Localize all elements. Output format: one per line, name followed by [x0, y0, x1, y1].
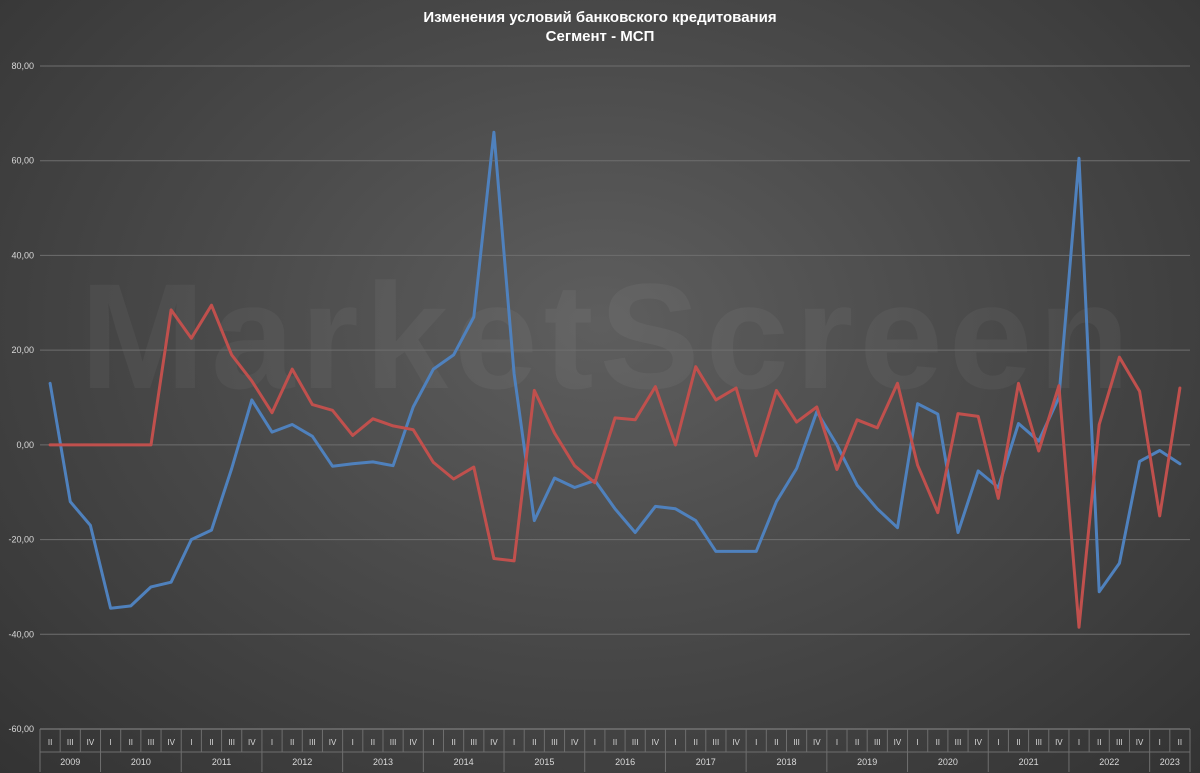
x-tick-label: II — [774, 738, 778, 747]
x-tick-label: IV — [167, 738, 175, 747]
x-tick-label: III — [228, 738, 235, 747]
chart-subtitle: Сегмент - МСП — [545, 28, 655, 45]
y-tick-label: -40,00 — [8, 629, 34, 639]
x-year-label: 2017 — [696, 757, 716, 767]
x-tick-label: II — [693, 738, 697, 747]
x-year-label: 2010 — [131, 757, 151, 767]
x-tick-label: II — [855, 738, 859, 747]
x-tick-label: II — [129, 738, 133, 747]
x-tick-label: III — [148, 738, 155, 747]
x-tick-label: I — [836, 738, 838, 747]
x-year-label: 2014 — [454, 757, 474, 767]
watermark: MarketScreen — [80, 250, 1136, 423]
y-tick-label: 80,00 — [11, 61, 34, 71]
x-tick-label: II — [1178, 738, 1182, 747]
x-tick-label: I — [432, 738, 434, 747]
x-tick-label: III — [793, 738, 800, 747]
x-tick-label: IV — [652, 738, 660, 747]
x-tick-label: II — [451, 738, 455, 747]
x-tick-label: IV — [813, 738, 821, 747]
x-year-label: 2022 — [1099, 757, 1119, 767]
x-tick-label: III — [551, 738, 558, 747]
x-year-label: 2020 — [938, 757, 958, 767]
chart-title-block: Изменения условий банковского кредитован… — [0, 8, 1200, 46]
x-tick-label: I — [513, 738, 515, 747]
x-tick-label: I — [1078, 738, 1080, 747]
x-tick-label: IV — [1055, 738, 1063, 747]
x-tick-label: III — [632, 738, 639, 747]
x-tick-label: I — [674, 738, 676, 747]
x-tick-label: IV — [732, 738, 740, 747]
x-year-label: 2018 — [776, 757, 796, 767]
series-line-1 — [48, 130, 1182, 610]
y-tick-label: 60,00 — [11, 156, 34, 166]
x-tick-label: IV — [87, 738, 95, 747]
x-tick-label: III — [874, 738, 881, 747]
x-tick-label: II — [209, 738, 213, 747]
chart-title: Изменения условий банковского кредитован… — [423, 9, 777, 26]
x-tick-label: II — [532, 738, 536, 747]
y-tick-label: -60,00 — [8, 724, 34, 734]
x-tick-label: I — [190, 738, 192, 747]
x-tick-label: I — [352, 738, 354, 747]
x-tick-label: II — [371, 738, 375, 747]
x-tick-label: III — [470, 738, 477, 747]
x-tick-label: II — [290, 738, 294, 747]
x-year-label: 2012 — [292, 757, 312, 767]
x-tick-label: IV — [248, 738, 256, 747]
y-tick-label: -20,00 — [8, 535, 34, 545]
x-tick-label: III — [67, 738, 74, 747]
x-tick-label: II — [48, 738, 52, 747]
x-tick-label: III — [390, 738, 397, 747]
x-year-label: 2013 — [373, 757, 393, 767]
x-tick-label: II — [936, 738, 940, 747]
x-tick-label: III — [309, 738, 316, 747]
x-tick-label: IV — [490, 738, 498, 747]
x-tick-label: I — [594, 738, 596, 747]
x-tick-label: III — [713, 738, 720, 747]
x-year-label: 2011 — [212, 757, 231, 767]
y-tick-label: 20,00 — [11, 345, 34, 355]
x-tick-label: II — [1016, 738, 1020, 747]
x-tick-label: IV — [894, 738, 902, 747]
x-year-label: 2015 — [534, 757, 554, 767]
x-tick-label: I — [271, 738, 273, 747]
x-year-label: 2019 — [857, 757, 877, 767]
y-tick-label: 40,00 — [11, 250, 34, 260]
x-tick-label: III — [1035, 738, 1042, 747]
x-tick-label: II — [613, 738, 617, 747]
x-tick-label: IV — [1136, 738, 1144, 747]
y-tick-label: 0,00 — [16, 440, 34, 450]
x-year-label: 2009 — [60, 757, 80, 767]
x-tick-label: III — [1116, 738, 1123, 747]
x-tick-label: I — [109, 738, 111, 747]
x-year-label: 2021 — [1019, 757, 1039, 767]
x-tick-label: IV — [571, 738, 579, 747]
x-tick-label: III — [955, 738, 962, 747]
x-tick-label: I — [755, 738, 757, 747]
x-year-label: 2023 — [1160, 757, 1180, 767]
x-tick-label: IV — [409, 738, 417, 747]
x-tick-label: I — [1159, 738, 1161, 747]
series-line-2 — [48, 303, 1182, 629]
x-tick-label: I — [917, 738, 919, 747]
x-year-label: 2016 — [615, 757, 635, 767]
x-tick-label: I — [997, 738, 999, 747]
x-tick-label: IV — [974, 738, 982, 747]
x-tick-label: IV — [329, 738, 337, 747]
x-tick-label: II — [1097, 738, 1101, 747]
